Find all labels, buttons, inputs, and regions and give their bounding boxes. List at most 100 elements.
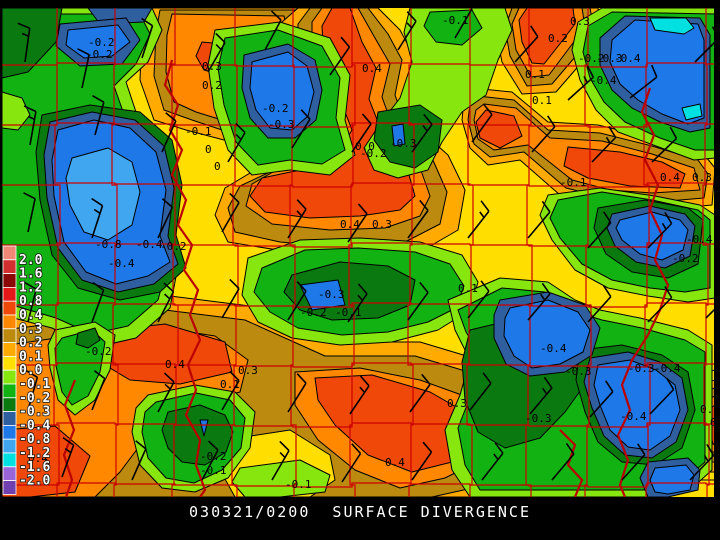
contour-value-label: 0.3 <box>692 171 712 184</box>
contour-region-ne-blue-core <box>609 19 705 125</box>
contour-region-southeast-blue2-core <box>503 299 591 369</box>
contour-value-label: -0.4 <box>686 233 713 246</box>
colorbar-tick-label: 0.8 <box>19 294 43 309</box>
contour-value-label: -0.2 <box>85 345 112 358</box>
contour-value-label: -0.2 <box>262 102 289 115</box>
contour-value-label: -0.3 <box>628 362 655 375</box>
wind-barb <box>409 373 431 413</box>
wind-barb <box>527 200 551 239</box>
contour-value-label: -0.4 <box>108 257 135 270</box>
wind-barb <box>621 443 646 481</box>
colorbar-cell <box>2 300 17 316</box>
colorbar-tick-label: -2.0 <box>19 474 50 489</box>
wind-barb <box>397 11 417 51</box>
contour-value-label: -0.3 <box>390 137 417 150</box>
contour-value-label: -0.4 <box>620 410 647 423</box>
wind-barb <box>471 103 493 143</box>
state-boundary-river-line <box>559 429 584 498</box>
contour-value-label: 0.3 <box>238 364 258 377</box>
frame-border <box>0 8 2 497</box>
wind-barb <box>567 65 595 101</box>
contour-value-label: -0.1 <box>442 14 469 27</box>
county-line-vertical <box>525 8 533 497</box>
wind-barb <box>201 440 219 481</box>
wind-barb <box>587 285 612 323</box>
contour-value-label: -0.4 <box>540 342 567 355</box>
contour-value-label: -0.1 <box>285 478 312 491</box>
contour-value-label: -0.1 <box>185 125 212 138</box>
wind-barb <box>221 370 240 411</box>
colorbar-cell <box>2 452 17 468</box>
wind-barb <box>551 442 575 481</box>
colorbar-cell <box>2 328 17 343</box>
contour-value-label: 0.3 <box>202 60 222 73</box>
contour-value-label: 0.3 <box>447 397 467 410</box>
contour-value-label: 0.4 <box>362 62 382 75</box>
contour-value-label: -0.2 <box>672 252 699 265</box>
wind-barb <box>287 281 307 321</box>
wind-barb <box>17 22 31 63</box>
wind-barb <box>227 122 246 163</box>
contour-value-label: -0.4 <box>590 74 617 87</box>
contour-value-label: 0 <box>214 160 221 173</box>
wind-barb <box>649 377 675 415</box>
wind-barb <box>92 95 105 136</box>
wind-barb <box>647 211 673 249</box>
wind-barb <box>287 199 307 239</box>
colorbar-cell <box>2 245 17 261</box>
colorbar-tick-label: 1.2 <box>19 280 42 295</box>
wind-barb <box>407 199 429 239</box>
contour-value-label: 0.1 <box>458 282 478 295</box>
colorbar-cell <box>2 411 17 426</box>
wind-barb <box>467 280 490 319</box>
state-boundary-river-line <box>616 87 670 498</box>
wind-barb <box>141 17 154 59</box>
contour-value-label: -0.3 <box>525 412 552 425</box>
colorbar-cell <box>2 466 17 481</box>
wind-barb <box>591 125 617 163</box>
wind-barb <box>481 442 504 481</box>
contour-value-label: -0.3 <box>318 288 345 301</box>
wind-barb <box>25 369 39 411</box>
wind-barb <box>207 32 226 73</box>
contour-region-center-depression-blue <box>299 279 346 311</box>
wind-barb <box>271 440 290 481</box>
colorbar-tick-label: 2.0 <box>19 253 43 268</box>
county-line-horizontal <box>2 182 715 188</box>
wind-barb <box>529 376 553 415</box>
contour-value-label: -0.2 <box>578 52 605 65</box>
wind-barb <box>527 282 551 321</box>
colorbar-cell <box>2 383 17 399</box>
contour-value-label: 0.0 <box>355 140 375 153</box>
contour-value-label: -0.1 <box>200 464 227 477</box>
contour-region-nw-blue-a-core <box>65 24 131 59</box>
wind-barb <box>161 112 177 153</box>
contour-region-westedge-dgreen-dot <box>75 327 101 349</box>
colorbar-cell <box>2 259 17 274</box>
wind-barb <box>347 203 368 243</box>
colorbar-tick-label: 1.6 <box>19 267 43 282</box>
wind-barb <box>351 113 372 153</box>
contour-value-label: -0.3 <box>565 365 592 378</box>
contour-value-label: 0.4 <box>28 452 48 465</box>
contour-region-midcenter-blue-dot <box>391 123 406 147</box>
map-title: 030321/0200 SURFACE DIVERGENCE <box>189 503 531 521</box>
wind-barb <box>329 36 351 76</box>
wind-barb <box>91 281 105 323</box>
wind-barb <box>91 197 104 239</box>
county-line-vertical <box>407 8 415 497</box>
wind-barb <box>587 211 612 249</box>
county-line-horizontal <box>2 242 715 248</box>
wind-barb <box>689 443 715 481</box>
contour-value-label: -0.4 <box>136 238 163 251</box>
county-line-vertical <box>289 8 297 497</box>
colorbar-cell <box>2 314 17 330</box>
colorbar-tick-label: 0.0 <box>19 363 43 378</box>
colorbar-cell <box>2 355 17 371</box>
county-line-horizontal <box>2 122 715 128</box>
contour-region-ne-ored-core <box>518 7 576 65</box>
wind-barb <box>469 372 492 411</box>
wind-barb <box>23 105 37 146</box>
wind-barb <box>341 443 362 483</box>
wind-barb <box>347 283 368 323</box>
